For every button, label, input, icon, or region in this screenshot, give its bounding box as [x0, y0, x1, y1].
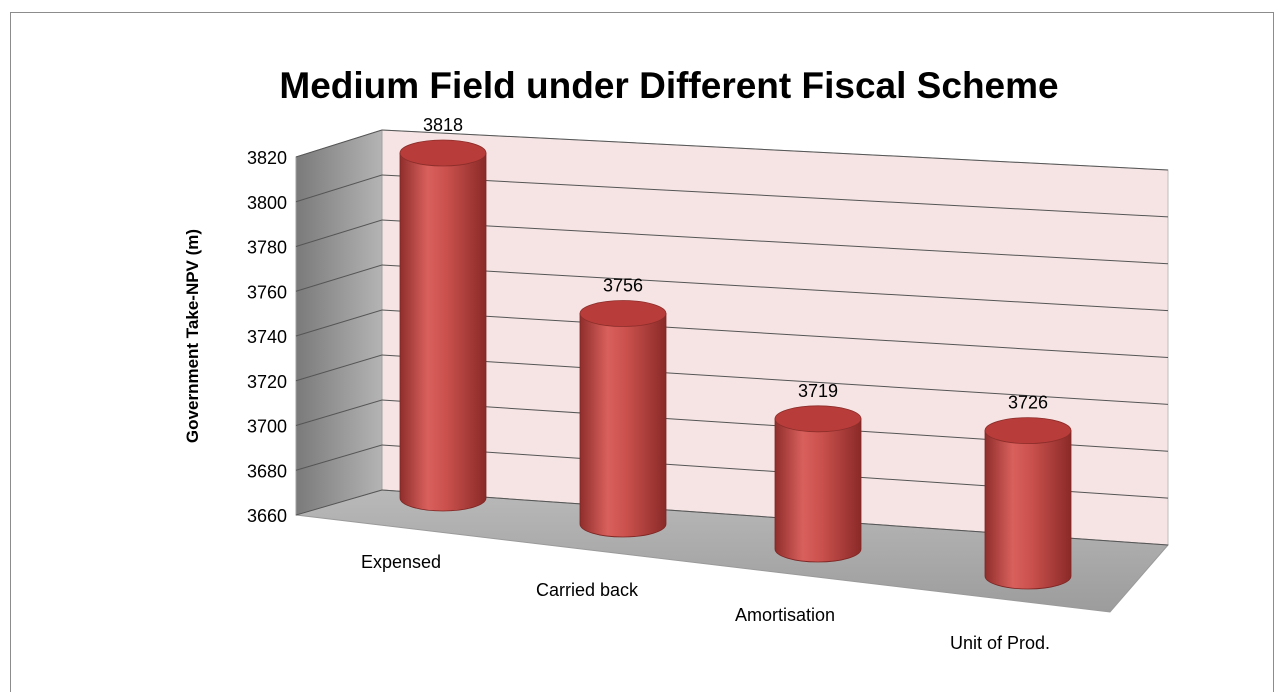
y-tick-label: 3740 [247, 327, 287, 347]
data-labels: 3818 3756 3719 3726 [423, 115, 1048, 413]
bar-2 [579, 300, 667, 538]
category-label: Unit of Prod. [950, 633, 1050, 653]
bar-body [774, 418, 862, 563]
y-tick-label: 3660 [247, 506, 287, 526]
side-gridline [295, 354, 383, 382]
side-gridline [295, 264, 383, 292]
y-tick-label: 3680 [247, 461, 287, 481]
category-label: Expensed [361, 552, 441, 572]
side-gridline [295, 399, 383, 426]
side-gridline [295, 219, 383, 247]
bar-body [399, 152, 487, 512]
side-gridline [295, 309, 383, 337]
bar-body [579, 313, 667, 538]
gridline [381, 129, 1169, 171]
side-gridline [295, 174, 383, 203]
gridline [381, 264, 1169, 312]
gridline [381, 354, 1169, 405]
side-gridline [295, 444, 383, 471]
bars [399, 139, 1072, 590]
category-label: Amortisation [735, 605, 835, 625]
bar-1 [399, 139, 487, 512]
y-axis-label: Government Take-NPV (m) [183, 229, 202, 443]
y-tick-label: 3700 [247, 417, 287, 437]
side-gridline [295, 129, 383, 158]
category-labels: Expensed Carried back Amortisation Unit of … [361, 552, 1050, 653]
gridline [381, 309, 1169, 358]
y-tick-label: 3720 [247, 372, 287, 392]
y-axis-ticks: 3660 3680 3700 3720 3740 3760 3780 3800 3820 [247, 148, 287, 526]
bar-top [579, 300, 667, 327]
bar-3 [774, 405, 862, 563]
chart-title: Medium Field under Different Fiscal Sche… [279, 65, 1058, 106]
bar-top [399, 139, 487, 167]
data-label: 3756 [603, 276, 643, 296]
category-label: Carried back [536, 580, 639, 600]
bar-body [984, 430, 1072, 590]
bar-4 [984, 417, 1072, 590]
gridline [381, 219, 1169, 265]
data-label: 3726 [1008, 393, 1048, 413]
data-label: 3818 [423, 115, 463, 135]
y-tick-label: 3760 [247, 282, 287, 302]
y-tick-label: 3820 [247, 148, 287, 168]
side-gridline [295, 489, 383, 516]
data-label: 3719 [798, 381, 838, 401]
y-tick-label: 3800 [247, 193, 287, 213]
bar-top [984, 417, 1072, 445]
bar-top [774, 405, 862, 433]
gridline [381, 174, 1169, 218]
y-tick-label: 3780 [247, 238, 287, 258]
